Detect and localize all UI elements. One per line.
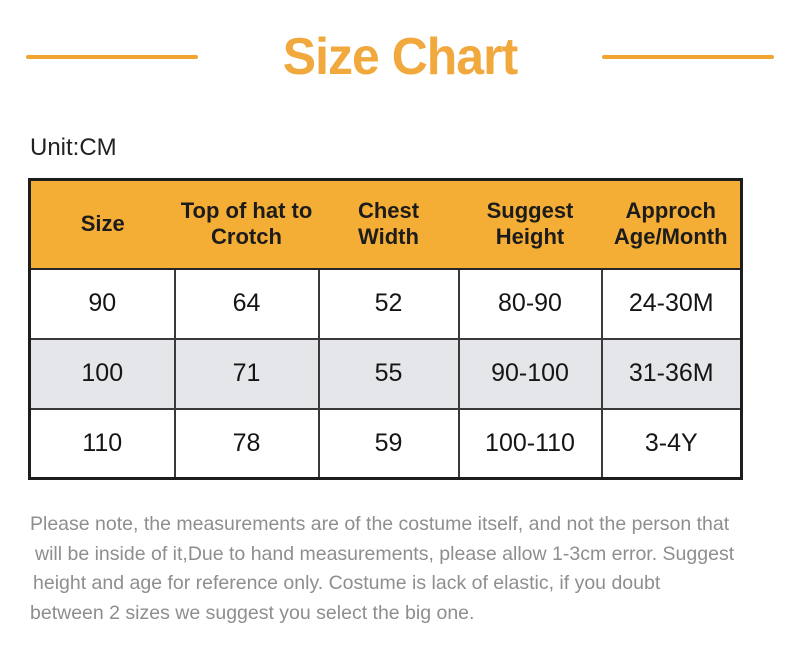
- table-cell: 55: [317, 337, 460, 410]
- footer-note: Please note, the measurements are of the…: [25, 510, 800, 628]
- footer-line: height and age for reference only. Costu…: [33, 572, 661, 594]
- footer-line: between 2 sizes we suggest you select th…: [30, 601, 475, 624]
- table-cell: 78: [173, 407, 320, 480]
- decorative-line-left: [26, 55, 198, 59]
- column-header-size: Size: [29, 179, 175, 270]
- table-cell: 90-100: [457, 337, 603, 410]
- table-cell: 110: [28, 407, 176, 480]
- size-chart-table: Size Top of hat to Crotch Chest Width Su…: [28, 178, 743, 480]
- column-header-chest-width: Chest Width: [318, 179, 459, 270]
- table-cell: 100-110: [457, 407, 603, 480]
- table-cell: 59: [317, 407, 460, 480]
- column-header-top-of-hat-to-crotch: Top of hat to Crotch: [174, 179, 319, 270]
- table-cell: 3-4Y: [600, 407, 743, 480]
- title-section: Size Chart: [26, 28, 774, 86]
- table-row: 100 71 55 90-100 31-36M: [28, 337, 743, 410]
- decorative-line-right: [602, 55, 774, 59]
- table-cell: 71: [173, 337, 320, 410]
- table-cell: 24-30M: [600, 267, 743, 340]
- table-cell: 100: [28, 337, 176, 410]
- footer-line: will be inside of it,Due to hand measure…: [35, 542, 735, 565]
- page-title: Size Chart: [282, 28, 518, 86]
- unit-label: Unit:CM: [30, 134, 117, 161]
- table-cell: 80-90: [457, 267, 603, 340]
- table-row: 90 64 52 80-90 24-30M: [28, 267, 743, 340]
- column-header-suggest-height: Suggest Height: [458, 179, 602, 270]
- table-cell: 64: [173, 267, 320, 340]
- footer-line: Please note, the measurements are of the…: [30, 513, 730, 535]
- table-cell: 90: [28, 267, 176, 340]
- table-row: 110 78 59 100-110 3-4Y: [28, 407, 743, 480]
- table-header-row: Size Top of hat to Crotch Chest Width Su…: [29, 179, 742, 270]
- table-cell: 31-36M: [600, 337, 743, 410]
- column-header-approch-age-month: Approch Age/Month: [601, 179, 742, 270]
- table-cell: 52: [317, 267, 460, 340]
